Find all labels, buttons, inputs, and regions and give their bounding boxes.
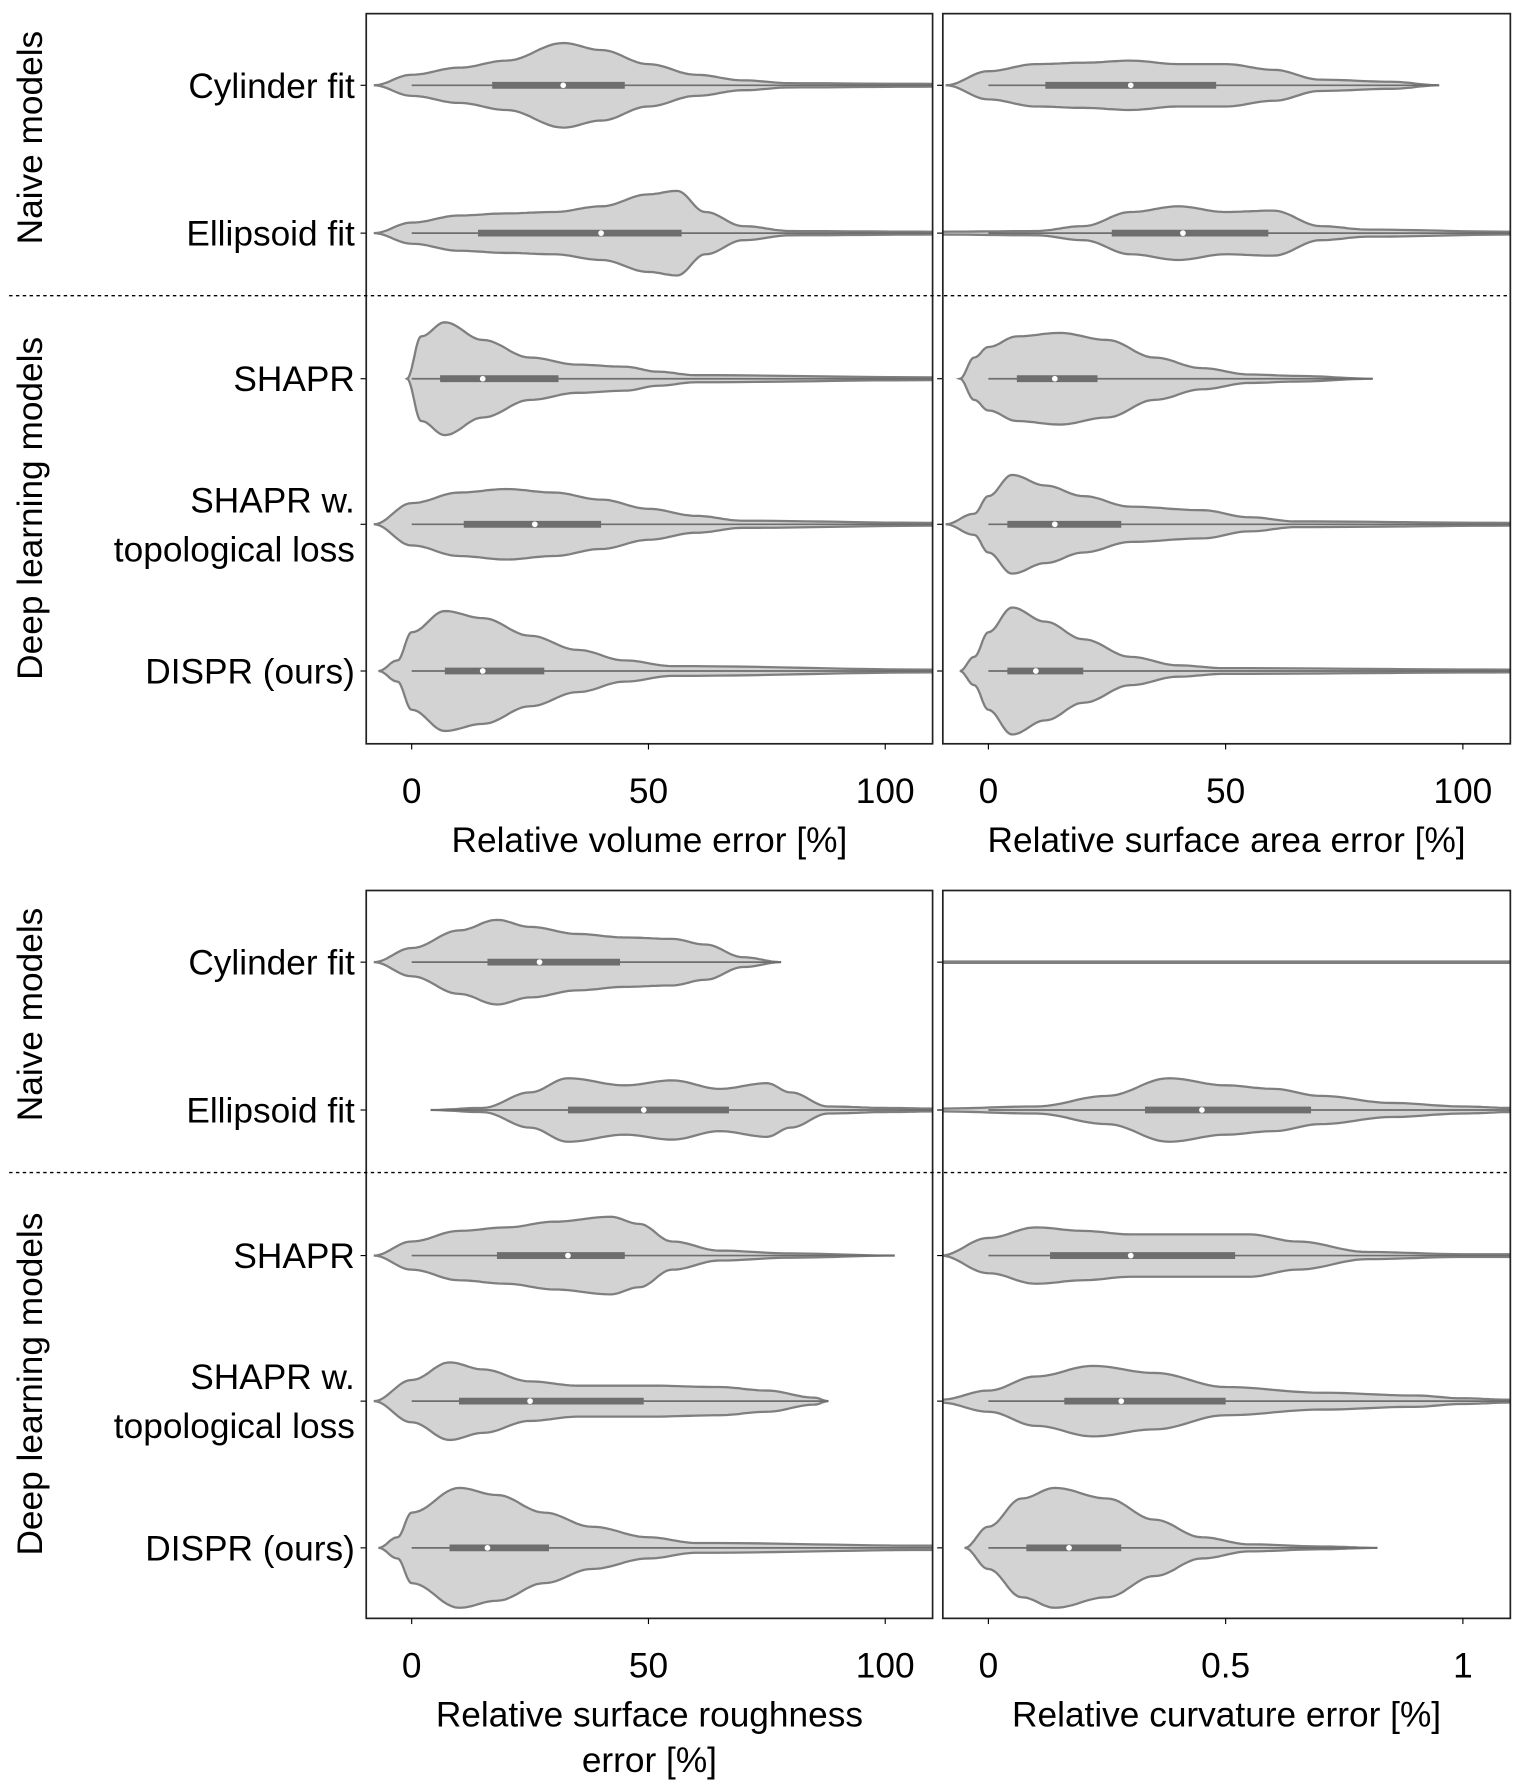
violin-body [942, 960, 1511, 964]
category-label: Cylinder fit [188, 67, 355, 106]
violin-median-dot [1066, 1545, 1072, 1551]
category-label: SHAPR [233, 360, 354, 399]
x-axis-title: Relative surface roughness [436, 1695, 863, 1734]
category-label: DISPR (ours) [145, 1529, 355, 1568]
violin-median-dot [1051, 521, 1058, 528]
violin-median-dot [1199, 1107, 1205, 1113]
x-tick-label: 1 [1453, 1647, 1473, 1686]
group-label-naive: Naive models [11, 31, 50, 245]
violin-median-dot [1127, 82, 1134, 89]
violin-median-dot [1180, 230, 1186, 236]
panel-frame [941, 889, 1512, 1620]
violin-median-dot [598, 230, 604, 236]
group-label-deep-learning: Deep learning models [11, 337, 50, 680]
x-tick-label: 0 [402, 772, 422, 811]
x-tick-label: 50 [1206, 772, 1245, 811]
category-label: SHAPR [233, 1237, 354, 1276]
violin-median-dot [527, 1398, 533, 1404]
category-label: SHAPR w. [190, 1358, 355, 1397]
violin-median-dot [479, 375, 486, 382]
category-label: Cylinder fit [188, 944, 355, 983]
panel-frame [941, 12, 1512, 745]
x-tick-label: 50 [629, 1647, 668, 1686]
x-tick-label: 100 [856, 772, 915, 811]
x-axis-title: Relative surface area error [%] [988, 821, 1466, 860]
violin-median-dot [484, 1545, 491, 1551]
category-label: Ellipsoid fit [186, 1092, 355, 1131]
violin-median-dot [1127, 1252, 1134, 1259]
panel-frame [365, 12, 934, 745]
x-tick-label: 100 [856, 1647, 915, 1686]
category-label: topological loss [114, 1407, 355, 1446]
x-tick-label: 0 [979, 1647, 999, 1686]
violin-median-dot [1051, 375, 1058, 382]
violin-median-dot [479, 668, 486, 674]
group-label-naive: Naive models [11, 908, 50, 1122]
panel-frame [365, 889, 934, 1620]
category-label: SHAPR w. [190, 481, 355, 520]
category-label: Ellipsoid fit [186, 215, 355, 254]
group-label-deep-learning: Deep learning models [11, 1213, 50, 1556]
x-axis-title: error [%] [582, 1741, 717, 1780]
x-tick-label: 0.5 [1201, 1647, 1250, 1686]
x-tick-label: 0 [979, 772, 999, 811]
violin-median-dot [531, 521, 538, 528]
violin-median-dot [565, 1252, 571, 1259]
category-label: topological loss [114, 530, 355, 569]
x-axis-title: Relative curvature error [%] [1012, 1695, 1441, 1734]
x-tick-label: 0 [402, 1647, 422, 1686]
violin-median-dot [536, 959, 543, 965]
x-axis-title: Relative volume error [%] [452, 821, 848, 860]
violin-median-dot [1118, 1398, 1125, 1404]
category-label: DISPR (ours) [145, 653, 355, 692]
violin-median-dot [560, 82, 567, 89]
violin-median-dot [1032, 668, 1039, 674]
x-tick-label: 100 [1433, 772, 1492, 811]
violin-median-dot [640, 1107, 647, 1113]
x-tick-label: 50 [629, 772, 668, 811]
